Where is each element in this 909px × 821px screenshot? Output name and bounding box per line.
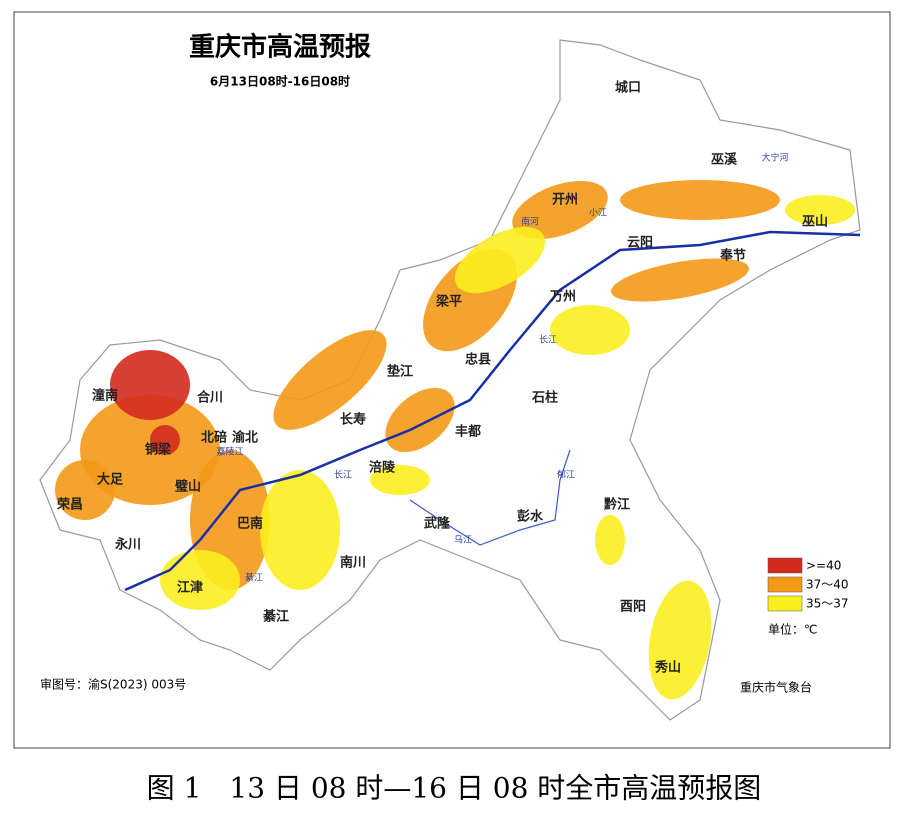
wujiang-river	[409, 449, 571, 546]
river-label: 乌江	[454, 534, 472, 546]
map-subtitle: 6月13日08时-16日08时	[210, 74, 350, 89]
river-label: 綦江	[245, 572, 263, 584]
district-label: 合川	[197, 390, 223, 406]
heat-area	[512, 180, 608, 240]
district-label: 涪陵	[369, 460, 396, 476]
district-label: 石柱	[531, 390, 558, 406]
district-label: 黔江	[604, 497, 630, 513]
district-label: 荣昌	[56, 497, 83, 513]
river-label: 长江	[539, 334, 557, 346]
district-label: 忠县	[465, 352, 491, 368]
district-label: 潼南	[92, 388, 118, 404]
heat-area	[80, 395, 220, 505]
heat-area	[385, 387, 455, 453]
heat-area	[550, 305, 630, 355]
district-label: 永川	[114, 537, 141, 553]
district-label: 巴南	[237, 516, 263, 532]
district-label: 渝北	[232, 430, 258, 446]
legend-unit: 单位：℃	[768, 622, 817, 637]
approval-number: 审图号：渝S(2023) 003号	[40, 677, 186, 692]
district-label: 铜梁	[144, 442, 172, 458]
heat-area	[55, 460, 115, 520]
legend-label: 35～37	[806, 597, 849, 611]
heat-area	[610, 258, 750, 302]
legend-swatch	[767, 557, 803, 574]
district-label: 酉阳	[620, 600, 646, 615]
yangtze-river	[124, 230, 861, 592]
heat-area	[595, 515, 625, 565]
district-label: 江津	[177, 580, 203, 596]
district-label: 武隆	[424, 516, 451, 532]
heat-area	[370, 465, 430, 495]
map-title: 重庆市高温预报	[189, 32, 371, 63]
heat-area	[620, 180, 780, 220]
district-label: 南川	[340, 555, 366, 571]
district-label: 綦江	[262, 609, 289, 625]
heat-area	[273, 330, 387, 430]
legend-swatch	[767, 595, 803, 612]
heat-area	[160, 550, 240, 610]
district-label: 彭水	[517, 509, 544, 525]
district-label: 梁平	[435, 294, 462, 310]
district-label: 奉节	[719, 248, 746, 264]
heat-area	[110, 350, 190, 420]
heat-area	[454, 226, 546, 294]
district-label: 长寿	[340, 412, 366, 428]
district-label: 巫溪	[711, 152, 738, 168]
river-label: 小江	[589, 208, 607, 219]
figure-caption: 图 1 13 日 08 时—16 日 08 时全市高温预报图	[147, 772, 762, 805]
heat-area	[648, 580, 712, 700]
river-label: 长江	[334, 469, 352, 481]
district-label: 万州	[549, 290, 576, 305]
district-label: 丰都	[455, 424, 481, 440]
district-label: 城口	[615, 80, 641, 96]
district-label: 巫山	[802, 214, 828, 230]
legend-label: >=40	[806, 559, 841, 573]
district-label: 北碚	[201, 430, 227, 446]
district-label: 大足	[97, 472, 124, 488]
river-label: 郁江	[557, 469, 575, 481]
legend-swatch	[767, 576, 803, 593]
river-label: 嘉陵江	[216, 446, 243, 458]
heat-area	[785, 195, 855, 225]
district-label: 璧山	[175, 479, 201, 495]
heat-area	[260, 470, 340, 590]
river-label: 南河	[521, 216, 539, 228]
river-label: 大宁河	[761, 152, 788, 164]
legend-label: 37～40	[806, 578, 849, 592]
district-label: 秀山	[654, 660, 681, 676]
heat-area	[150, 425, 180, 455]
district-label: 开州	[552, 193, 578, 208]
district-label: 云阳	[627, 236, 653, 251]
agency: 重庆市气象台	[740, 680, 812, 695]
district-label: 垫江	[387, 364, 413, 380]
